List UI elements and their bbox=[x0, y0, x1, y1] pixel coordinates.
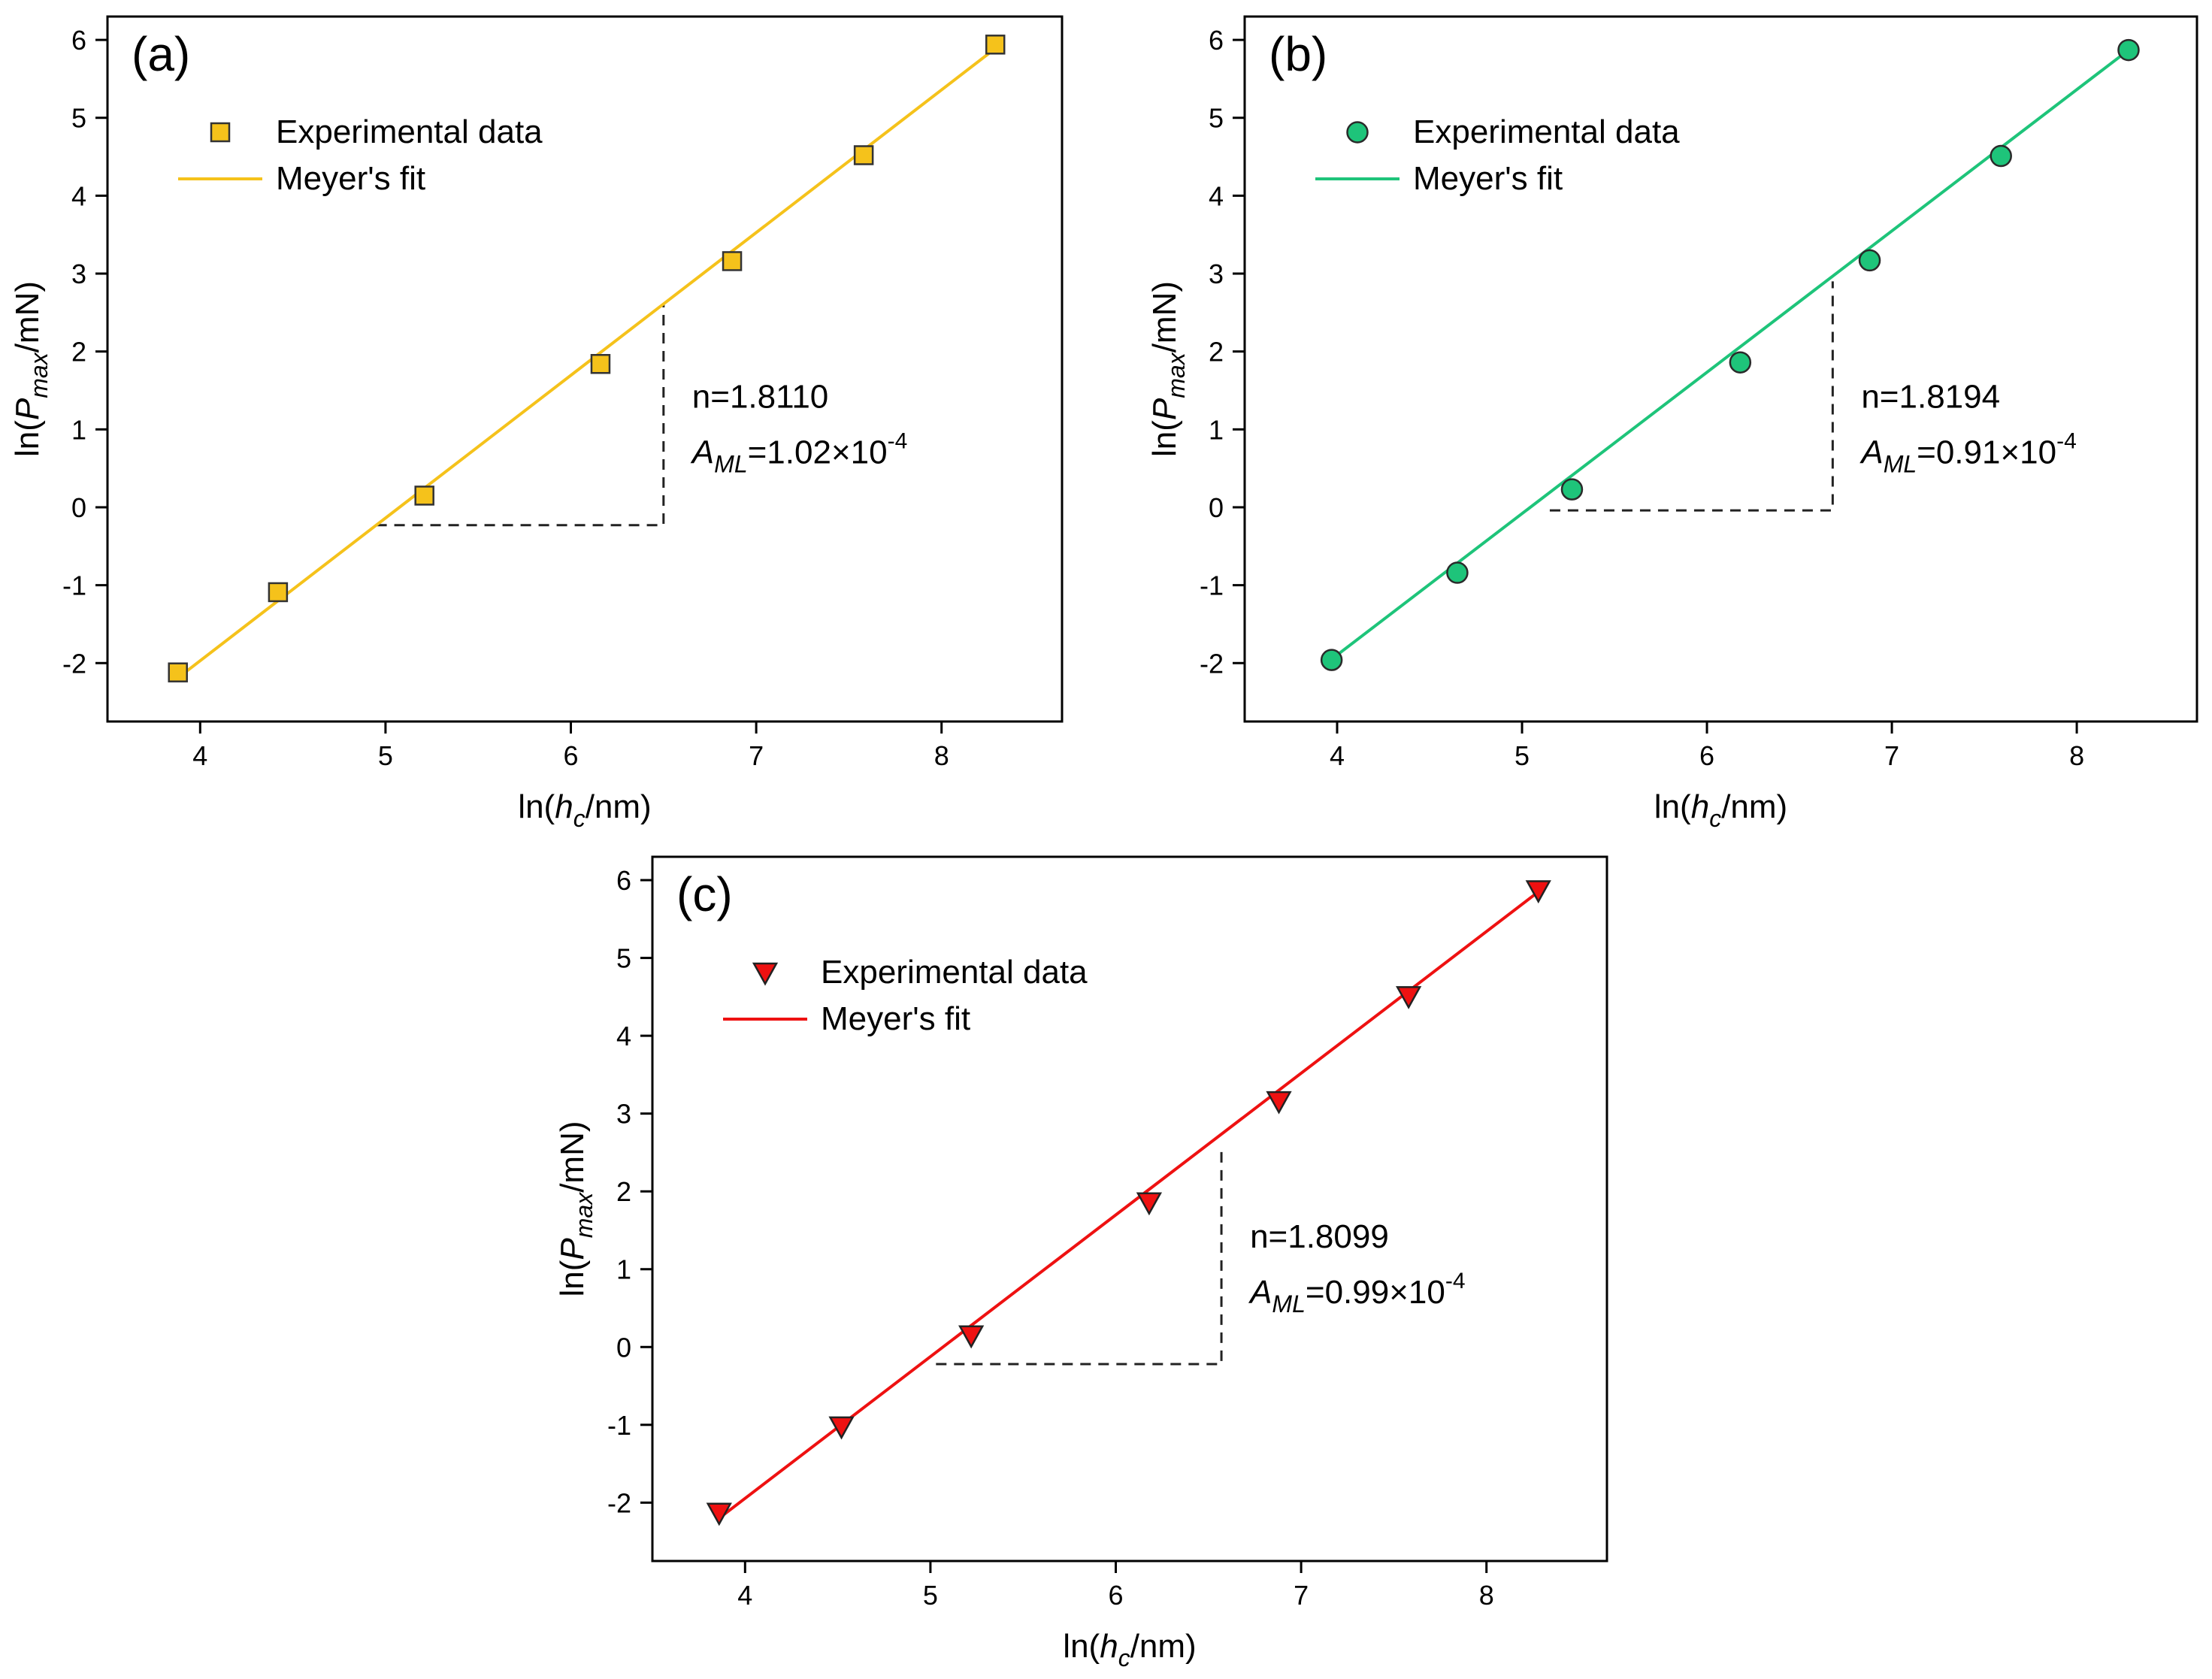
data-point bbox=[1446, 561, 1469, 584]
data-point bbox=[414, 486, 434, 506]
plot-frame bbox=[1243, 15, 2198, 723]
x-tick-label: 6 bbox=[1699, 740, 1714, 771]
slope-triangle bbox=[1549, 281, 1834, 512]
legend-marker bbox=[210, 122, 231, 143]
x-tick-label: 6 bbox=[1108, 1580, 1123, 1611]
y-tick-label: 5 bbox=[616, 943, 631, 974]
y-tick-label: 2 bbox=[1209, 337, 1224, 368]
y-axis-title: ln(Pmax/mN) bbox=[1146, 281, 1190, 457]
x-tick-label: 5 bbox=[378, 740, 393, 771]
x-tick-label: 4 bbox=[192, 740, 207, 771]
panel-label: (a) bbox=[132, 27, 190, 81]
data-point bbox=[268, 582, 289, 603]
x-axis-title: ln(hc/nm) bbox=[1654, 788, 1787, 832]
y-tick-label: 6 bbox=[71, 25, 86, 56]
y-tick-label: 2 bbox=[71, 337, 86, 368]
data-point bbox=[706, 1502, 732, 1526]
data-point bbox=[853, 145, 874, 165]
data-point bbox=[1525, 880, 1551, 904]
y-tick-label: 3 bbox=[616, 1099, 631, 1130]
coefficient-annotation: AML=1.02×10-4 bbox=[690, 428, 907, 477]
y-tick-label: 1 bbox=[1209, 414, 1224, 445]
y-tick-label: 0 bbox=[616, 1332, 631, 1363]
data-point bbox=[958, 1325, 985, 1349]
y-tick-label: 6 bbox=[616, 865, 631, 896]
x-tick-label: 8 bbox=[934, 740, 949, 771]
legend-marker bbox=[1346, 121, 1369, 144]
y-tick-label: -2 bbox=[1200, 648, 1224, 679]
y-axis-title: ln(Pmax/mN) bbox=[554, 1121, 598, 1296]
x-tick-label: 5 bbox=[1515, 740, 1530, 771]
y-tick-label: 3 bbox=[71, 259, 86, 289]
x-tick-label: 5 bbox=[923, 1580, 938, 1611]
slope-annotation: n=1.8110 bbox=[692, 378, 828, 415]
data-point bbox=[1396, 986, 1422, 1009]
x-tick-label: 8 bbox=[2069, 740, 2084, 771]
x-tick-label: 6 bbox=[563, 740, 578, 771]
x-tick-label: 8 bbox=[1479, 1580, 1494, 1611]
x-tick-label: 7 bbox=[749, 740, 764, 771]
chart-panel-2: 4 5 6 7 8 -2 -1 0 1 2 3 4 5 6 ln(hc/nm) ln(Pmax/mN) (b) E… bbox=[1146, 15, 2198, 832]
data-point bbox=[828, 1416, 855, 1440]
y-tick-label: 4 bbox=[1209, 180, 1224, 211]
y-tick-label: -2 bbox=[62, 648, 86, 679]
data-point bbox=[168, 662, 188, 682]
data-point bbox=[2117, 38, 2140, 62]
legend-label-fit: Meyer's fit bbox=[821, 1000, 970, 1037]
chart-panel-1: 4 5 6 7 8 -2 -1 0 1 2 3 4 5 6 ln(hc/nm) ln(Pmax/mN) (a) E… bbox=[9, 15, 1064, 832]
y-tick-label: 5 bbox=[71, 103, 86, 134]
y-tick-label: 3 bbox=[1209, 259, 1224, 289]
legend-label-data: Experimental data bbox=[1413, 113, 1680, 150]
plot-frame bbox=[651, 855, 1608, 1563]
y-tick-label: 0 bbox=[71, 492, 86, 523]
x-tick-label: 7 bbox=[1294, 1580, 1309, 1611]
x-axis-title: ln(hc/nm) bbox=[518, 788, 651, 832]
coefficient-annotation: AML=0.91×10-4 bbox=[1859, 428, 2076, 477]
y-axis-title: ln(Pmax/mN) bbox=[9, 281, 53, 457]
y-tick-label: 1 bbox=[616, 1254, 631, 1285]
coefficient-annotation: AML=0.99×10-4 bbox=[1248, 1269, 1465, 1317]
x-axis-title: ln(hc/nm) bbox=[1063, 1628, 1196, 1671]
legend-label-fit: Meyer's fit bbox=[1413, 160, 1563, 197]
legend-label-fit: Meyer's fit bbox=[276, 160, 425, 197]
slope-triangle bbox=[936, 1145, 1223, 1366]
y-tick-label: 1 bbox=[71, 414, 86, 445]
y-tick-label: -1 bbox=[607, 1410, 631, 1441]
data-point bbox=[1729, 351, 1752, 374]
y-tick-label: 4 bbox=[616, 1021, 631, 1051]
y-tick-label: 4 bbox=[71, 180, 86, 211]
x-tick-label: 7 bbox=[1884, 740, 1899, 771]
data-point bbox=[722, 251, 743, 271]
data-point bbox=[1858, 249, 1881, 272]
chart-panel-3: 4 5 6 7 8 -2 -1 0 1 2 3 4 5 6 ln(hc/nm) ln(Pmax/mN) (c) E… bbox=[554, 855, 1608, 1671]
data-point bbox=[1320, 649, 1343, 671]
data-point bbox=[985, 35, 1006, 55]
y-tick-label: 2 bbox=[616, 1176, 631, 1207]
y-tick-label: 0 bbox=[1209, 492, 1224, 523]
y-tick-label: 5 bbox=[1209, 103, 1224, 134]
data-point bbox=[590, 354, 611, 374]
slope-annotation: n=1.8194 bbox=[1861, 378, 2000, 415]
data-point bbox=[1560, 478, 1584, 501]
legend-label-data: Experimental data bbox=[276, 113, 543, 150]
plot-frame bbox=[106, 15, 1064, 723]
y-tick-label: -2 bbox=[607, 1487, 631, 1518]
legend-label-data: Experimental data bbox=[821, 954, 1088, 991]
y-tick-label: -1 bbox=[62, 570, 86, 601]
y-tick-label: -1 bbox=[1200, 570, 1224, 601]
data-point bbox=[1136, 1192, 1163, 1216]
data-point bbox=[1990, 144, 2012, 168]
panel-label: (b) bbox=[1269, 27, 1327, 81]
panel-label: (c) bbox=[676, 867, 733, 921]
data-point bbox=[1266, 1091, 1292, 1115]
y-tick-label: 6 bbox=[1209, 25, 1224, 56]
legend-marker bbox=[752, 962, 779, 986]
x-tick-label: 4 bbox=[1330, 740, 1345, 771]
slope-triangle bbox=[376, 304, 665, 527]
x-tick-label: 4 bbox=[737, 1580, 752, 1611]
slope-annotation: n=1.8099 bbox=[1250, 1218, 1389, 1255]
